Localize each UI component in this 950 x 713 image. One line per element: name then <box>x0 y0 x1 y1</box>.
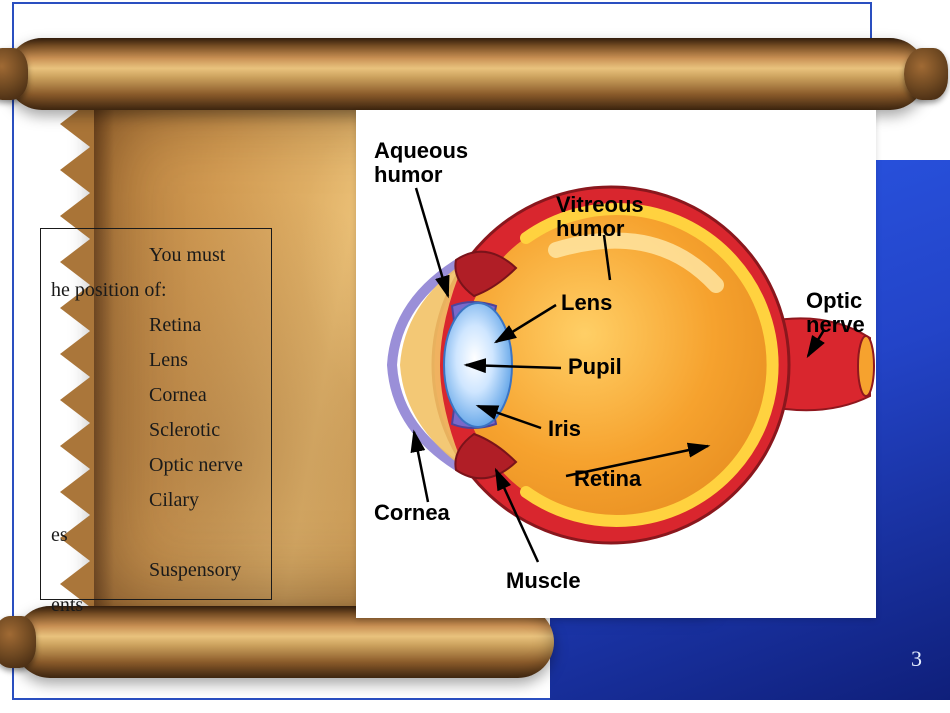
list-item: Lens <box>49 346 263 375</box>
list-item: Retina <box>49 311 263 340</box>
parchment-top-rod <box>6 38 926 110</box>
list-item: Sclerotic <box>49 416 263 445</box>
list-item: Cilary <box>49 486 263 515</box>
list-item: Optic nerve <box>49 451 263 480</box>
list-item: es <box>49 521 263 550</box>
slide: 3 You must he position of: Retina Lens C… <box>0 0 950 713</box>
optic-nerve-end <box>858 336 874 396</box>
list-item: Cornea <box>49 381 263 410</box>
label-cornea: Cornea <box>374 500 451 525</box>
label-optic-nerve: nerve <box>806 312 865 337</box>
eye-diagram-card: Aqueous humor Vitreous humor Lens Pupil … <box>356 110 876 618</box>
rod-knob-icon <box>0 48 28 100</box>
label-aqueous-humor: humor <box>374 162 443 187</box>
list-item: ents <box>49 591 263 620</box>
label-iris: Iris <box>548 416 581 441</box>
label-pupil: Pupil <box>568 354 622 379</box>
label-lens: Lens <box>561 290 612 315</box>
rod-knob-icon <box>904 48 948 100</box>
list-heading: You must <box>49 241 263 270</box>
label-optic-nerve: Optic <box>806 288 862 313</box>
requirements-list-box: You must he position of: Retina Lens Cor… <box>40 228 272 600</box>
label-retina: Retina <box>574 466 642 491</box>
list-heading: he position of: <box>49 276 263 305</box>
list-item: Suspensory <box>49 556 263 585</box>
label-aqueous-humor: Aqueous <box>374 138 468 163</box>
label-muscle: Muscle <box>506 568 581 593</box>
eye-diagram-svg: Aqueous humor Vitreous humor Lens Pupil … <box>356 110 876 618</box>
label-vitreous-humor: Vitreous <box>556 192 644 217</box>
label-vitreous-humor: humor <box>556 216 625 241</box>
rod-knob-icon <box>0 616 36 668</box>
